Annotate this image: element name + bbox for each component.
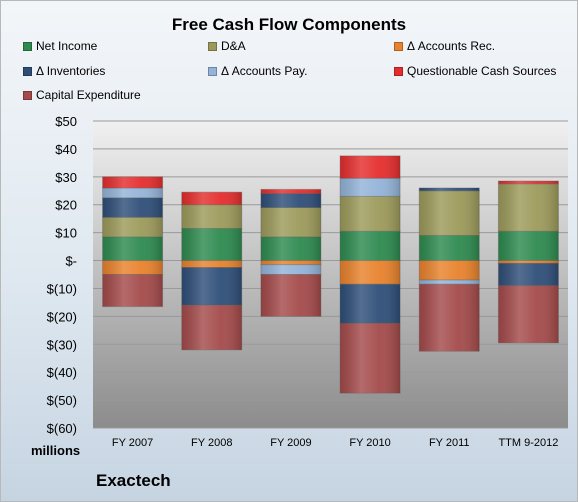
bar-shine xyxy=(181,260,242,268)
y-tick-label: $30 xyxy=(55,170,77,185)
legend-item-capex: Capital Expenditure xyxy=(23,87,141,103)
x-tick-label: FY 2011 xyxy=(429,437,470,449)
plot-area xyxy=(93,121,568,428)
bar-shine xyxy=(260,236,321,261)
bar-shine xyxy=(498,285,559,343)
legend-swatch xyxy=(208,66,217,76)
legend-label: Net Income xyxy=(36,39,98,53)
bar-shine xyxy=(340,178,401,197)
legend-swatch xyxy=(23,41,32,51)
units-label: millions xyxy=(31,443,81,458)
bar-shine xyxy=(102,217,163,237)
bar-shine xyxy=(102,236,163,261)
y-tick-label: $50 xyxy=(55,114,77,129)
bar-shine xyxy=(340,323,401,394)
legend-item-da: D&A xyxy=(208,38,246,54)
y-tick-label: $40 xyxy=(55,142,77,157)
bar-shine xyxy=(260,264,321,275)
legend-label: Δ Accounts Pay. xyxy=(221,64,308,78)
bar-shine xyxy=(102,176,163,188)
legend-label: Δ Inventories xyxy=(36,64,106,78)
y-tick-label: $(40) xyxy=(47,365,77,380)
x-tick-label: FY 2008 xyxy=(191,437,232,449)
bar-shine xyxy=(498,263,559,286)
bar-shine xyxy=(181,228,242,261)
legend-swatch xyxy=(394,41,403,51)
chart-title: Free Cash Flow Components xyxy=(171,15,407,34)
bar-shine xyxy=(102,187,163,198)
bar-shine xyxy=(498,183,559,232)
legend-swatch xyxy=(23,66,32,76)
bar-shine xyxy=(498,260,559,264)
bar-shine xyxy=(260,274,321,317)
bar-shine xyxy=(498,181,559,184)
bar-shine xyxy=(340,196,401,232)
legend-label: Δ Accounts Rec. xyxy=(407,39,496,53)
bar-shine xyxy=(419,280,480,285)
legend-item-net-income: Net Income xyxy=(23,38,97,54)
bar-shine xyxy=(181,192,242,205)
y-tick-label: $(30) xyxy=(47,337,77,352)
legend-label: Questionable Cash Sources xyxy=(407,64,557,78)
bar-shine xyxy=(498,231,559,261)
legend-label: Capital Expenditure xyxy=(36,88,141,102)
bar-shine xyxy=(260,260,321,265)
x-tick-label: FY 2007 xyxy=(112,437,153,449)
legend-swatch xyxy=(208,41,217,51)
legend-item-questionable: Questionable Cash Sources xyxy=(394,63,556,79)
bar-shine xyxy=(181,204,242,229)
bar-shine xyxy=(181,305,242,350)
y-tick-label: $(10) xyxy=(47,281,77,296)
y-tick-label: $10 xyxy=(55,226,77,241)
bar-shine xyxy=(260,207,321,237)
y-tick-label: $(50) xyxy=(47,393,77,408)
bar-shine xyxy=(181,267,242,306)
bar-shine xyxy=(260,189,321,194)
y-tick-label: $20 xyxy=(55,198,77,213)
bar-shine xyxy=(340,231,401,261)
bar-shine xyxy=(340,155,401,179)
bar-shine xyxy=(419,260,480,281)
bar-shine xyxy=(102,274,163,307)
bar-shine xyxy=(340,284,401,324)
x-tick-label: TTM 9-2012 xyxy=(498,437,558,449)
y-tick-label: $- xyxy=(65,254,77,269)
bar-shine xyxy=(102,260,163,275)
y-tick-label: $(20) xyxy=(47,309,77,324)
bar-shine xyxy=(419,187,480,191)
x-tick-label: FY 2009 xyxy=(270,437,311,449)
company-name: Exactech xyxy=(96,471,171,490)
bar-shine xyxy=(419,235,480,261)
bar-shine xyxy=(102,197,163,218)
bar-shine xyxy=(340,260,401,285)
legend-item-inventories: Δ Inventories xyxy=(23,63,105,79)
bar-shine xyxy=(419,284,480,352)
legend-item-accounts-rec: Δ Accounts Rec. xyxy=(394,38,495,54)
legend-swatch xyxy=(23,90,32,100)
legend-swatch xyxy=(394,66,403,76)
y-tick-label: $(60) xyxy=(47,421,77,436)
bar-shine xyxy=(419,190,480,236)
bar-shine xyxy=(260,193,321,208)
legend-item-accounts-pay: Δ Accounts Pay. xyxy=(208,63,308,79)
legend-label: D&A xyxy=(221,39,246,53)
x-tick-label: FY 2010 xyxy=(349,437,390,449)
